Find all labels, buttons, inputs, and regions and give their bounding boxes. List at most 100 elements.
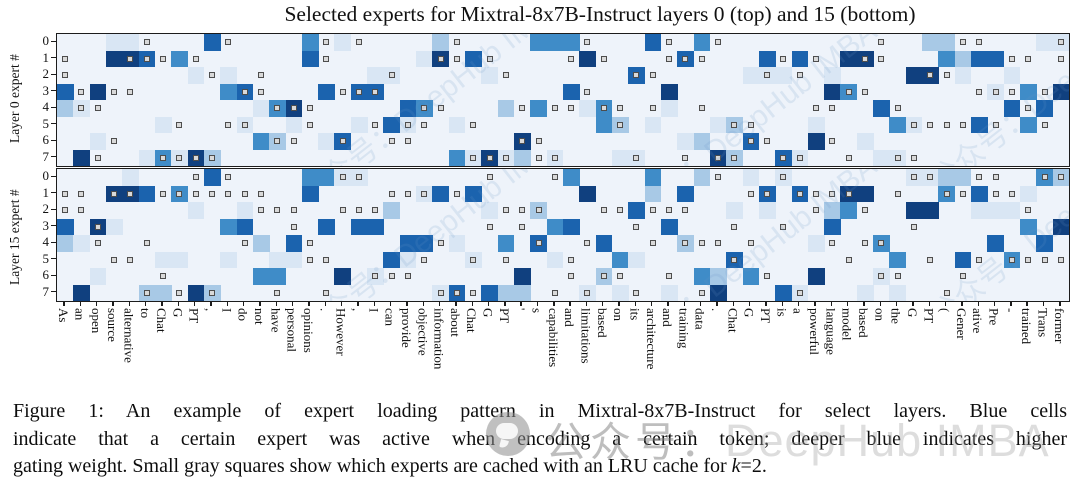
- cache-marker: [192, 154, 199, 161]
- x-tick-label: former: [1051, 308, 1067, 344]
- heatmap-cell: [252, 235, 270, 252]
- x-tick-mark: [814, 302, 816, 306]
- y-tick-mark: [51, 123, 56, 125]
- cache-marker: [176, 289, 183, 296]
- heatmap-cell: [89, 133, 107, 150]
- x-tick-label: limitations: [578, 308, 594, 364]
- cache-marker: [258, 72, 265, 79]
- cache-marker: [453, 190, 460, 197]
- x-tick-label: PT: [758, 308, 774, 324]
- cache-marker: [209, 72, 216, 79]
- cache-marker: [845, 88, 852, 95]
- x-tick-label: .: [317, 308, 333, 312]
- heatmap-cell: [824, 202, 841, 219]
- cache-marker: [959, 121, 966, 128]
- cache-marker: [976, 256, 983, 263]
- cache-marker: [1008, 256, 1015, 263]
- heatmap-cell: [252, 268, 270, 285]
- cache-marker: [878, 55, 885, 62]
- x-tick-label: architecture: [643, 308, 659, 370]
- heatmap-cell: [122, 34, 139, 51]
- x-tick-label: ,: [349, 308, 365, 312]
- cache-marker: [192, 55, 199, 62]
- cache-marker: [878, 240, 885, 247]
- heatmap-cell: [220, 218, 237, 236]
- y-tick-mark: [51, 40, 56, 42]
- cache-marker: [698, 105, 705, 112]
- cache-marker: [470, 154, 477, 161]
- cache-marker: [633, 154, 640, 161]
- x-tick-label: opinions: [301, 308, 316, 353]
- x-tick-mark: [145, 302, 147, 306]
- heatmap-cell: [57, 83, 74, 101]
- cache-marker: [764, 72, 771, 79]
- cache-marker: [127, 88, 134, 95]
- x-tick-label: Chat: [154, 308, 170, 333]
- x-tick-mark: [128, 302, 131, 306]
- heatmap-cell: [89, 268, 107, 285]
- x-tick-mark: [210, 302, 212, 306]
- heatmap-cell: [856, 185, 874, 203]
- x-tick-label: I: [219, 308, 235, 313]
- cache-marker: [94, 240, 101, 247]
- x-tick-label: Gener: [953, 308, 969, 340]
- heatmap-cell: [138, 185, 156, 203]
- figure-caption: Figure 1: An example of expert loading p…: [13, 398, 1067, 481]
- y-tick-label: 7: [42, 283, 50, 299]
- cache-marker: [62, 207, 69, 214]
- x-tick-mark: [226, 302, 229, 306]
- x-tick-label: to: [137, 308, 153, 319]
- cache-marker: [258, 207, 265, 214]
- heatmap-cell: [285, 235, 303, 252]
- x-tick-mark: [79, 302, 82, 306]
- cache-marker: [1025, 256, 1032, 263]
- cache-marker: [649, 240, 656, 247]
- cache-marker: [535, 207, 542, 214]
- heatmap-cell: [856, 284, 874, 301]
- cache-marker: [584, 289, 591, 296]
- heatmap-cell: [154, 251, 172, 269]
- y-tick-label: 0: [42, 33, 50, 49]
- heatmap-cell: [416, 50, 433, 68]
- cache-marker: [633, 223, 640, 230]
- x-tick-mark: [667, 302, 669, 306]
- heatmap-cell: [416, 235, 433, 252]
- cache-marker: [274, 138, 281, 145]
- x-tick-mark: [846, 302, 849, 306]
- cache-marker: [290, 138, 297, 145]
- cache-marker: [1008, 55, 1015, 62]
- heatmap-cell: [171, 50, 188, 68]
- cache-marker: [78, 88, 85, 95]
- cache-marker: [894, 154, 901, 161]
- heatmap-cell: [383, 116, 401, 134]
- x-tick-mark: [863, 302, 865, 306]
- cache-marker: [845, 154, 852, 161]
- heatmap-cell: [154, 284, 172, 301]
- cache-marker: [388, 72, 395, 79]
- y-tick-label: 7: [42, 148, 50, 164]
- heatmap-cell: [1020, 218, 1037, 236]
- x-tick-label: powerful: [807, 308, 822, 355]
- cache-marker: [453, 55, 460, 62]
- cache-marker: [600, 273, 607, 280]
- heatmap-cell: [595, 116, 613, 134]
- x-tick-mark: [536, 302, 539, 306]
- x-tick-label: trained: [1019, 308, 1035, 345]
- x-tick-label: -: [1002, 308, 1018, 313]
- y-tick-mark: [51, 57, 56, 59]
- x-tick-mark: [340, 302, 343, 306]
- heatmap-cell: [1052, 218, 1069, 236]
- x-tick-mark: [651, 302, 653, 306]
- cache-marker: [290, 105, 297, 112]
- heatmap-cell: [644, 169, 662, 186]
- cache-marker: [127, 256, 134, 263]
- cache-marker: [617, 273, 624, 280]
- x-tick-mark: [716, 302, 718, 306]
- x-tick-label: Chat: [725, 308, 741, 333]
- cache-marker: [307, 256, 313, 263]
- cache-marker: [519, 138, 526, 145]
- x-tick-mark: [112, 302, 114, 306]
- cache-marker: [829, 240, 836, 247]
- cache-marker: [845, 190, 852, 197]
